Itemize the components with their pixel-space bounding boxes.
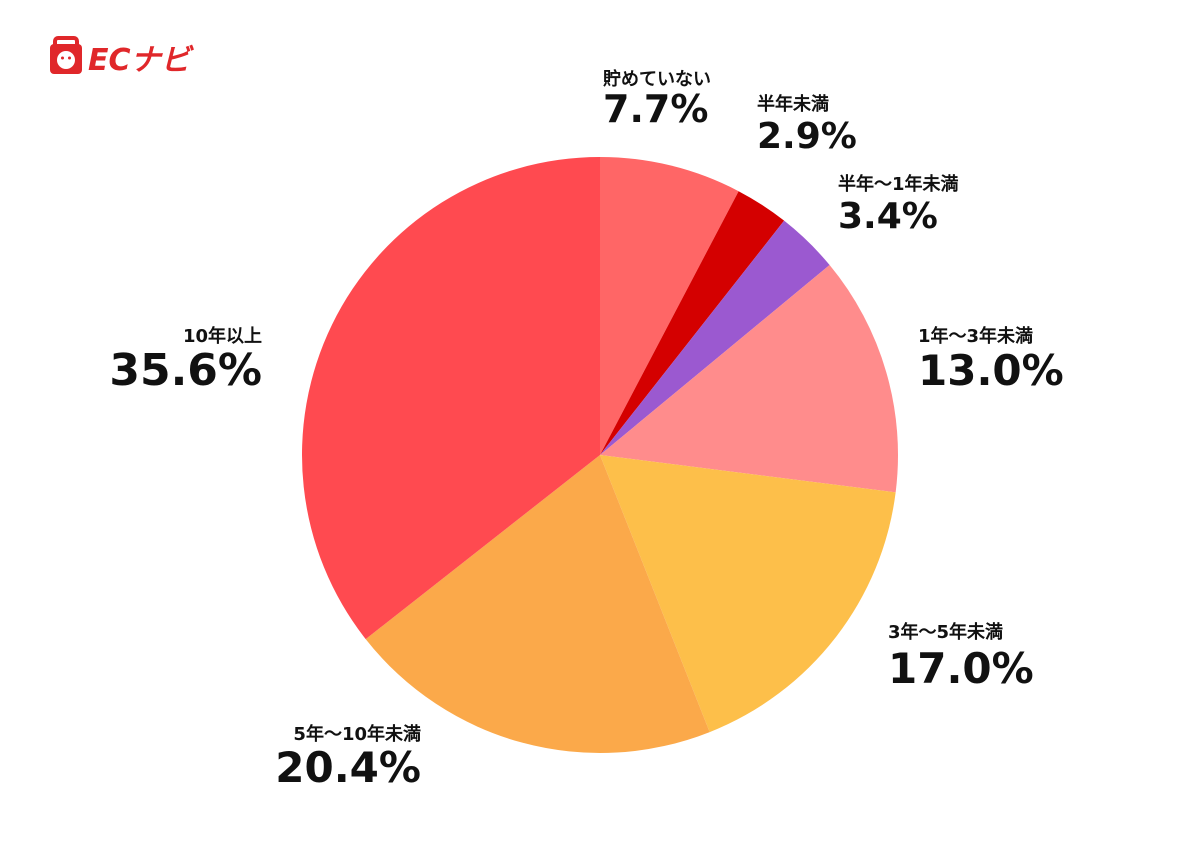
logo-text: ECナビ: [88, 43, 195, 78]
slice-category: 半年未満: [757, 93, 829, 115]
slice-value-label: 17.0%: [888, 644, 1034, 693]
pie-slice: [301, 157, 600, 640]
pie-slice: [600, 265, 898, 493]
logo-icon: [50, 36, 82, 74]
slice-category: 5年〜10年未満: [293, 723, 421, 745]
slice-category: 3年〜5年未満: [888, 621, 1003, 643]
pie-slice: [600, 157, 739, 455]
slice-value-label: 20.4%: [275, 743, 421, 792]
slice-category: 半年〜1年未満: [838, 173, 959, 195]
pie-slice: [600, 191, 785, 456]
pie-slice: [365, 455, 710, 753]
pie-slice: [600, 220, 830, 455]
slice-value-label: 3.4%: [838, 196, 938, 237]
pie-slice: [600, 455, 896, 733]
slice-value-label: 2.9%: [757, 116, 857, 157]
slice-category: 1年〜3年未満: [918, 325, 1033, 347]
slice-value-label: 13.0%: [918, 346, 1064, 395]
slice-value-label: 7.7%: [603, 87, 708, 131]
slice-category: 貯めていない: [603, 68, 711, 90]
slice-value-label: 35.6%: [109, 345, 262, 396]
slice-category: 10年以上: [183, 325, 262, 347]
